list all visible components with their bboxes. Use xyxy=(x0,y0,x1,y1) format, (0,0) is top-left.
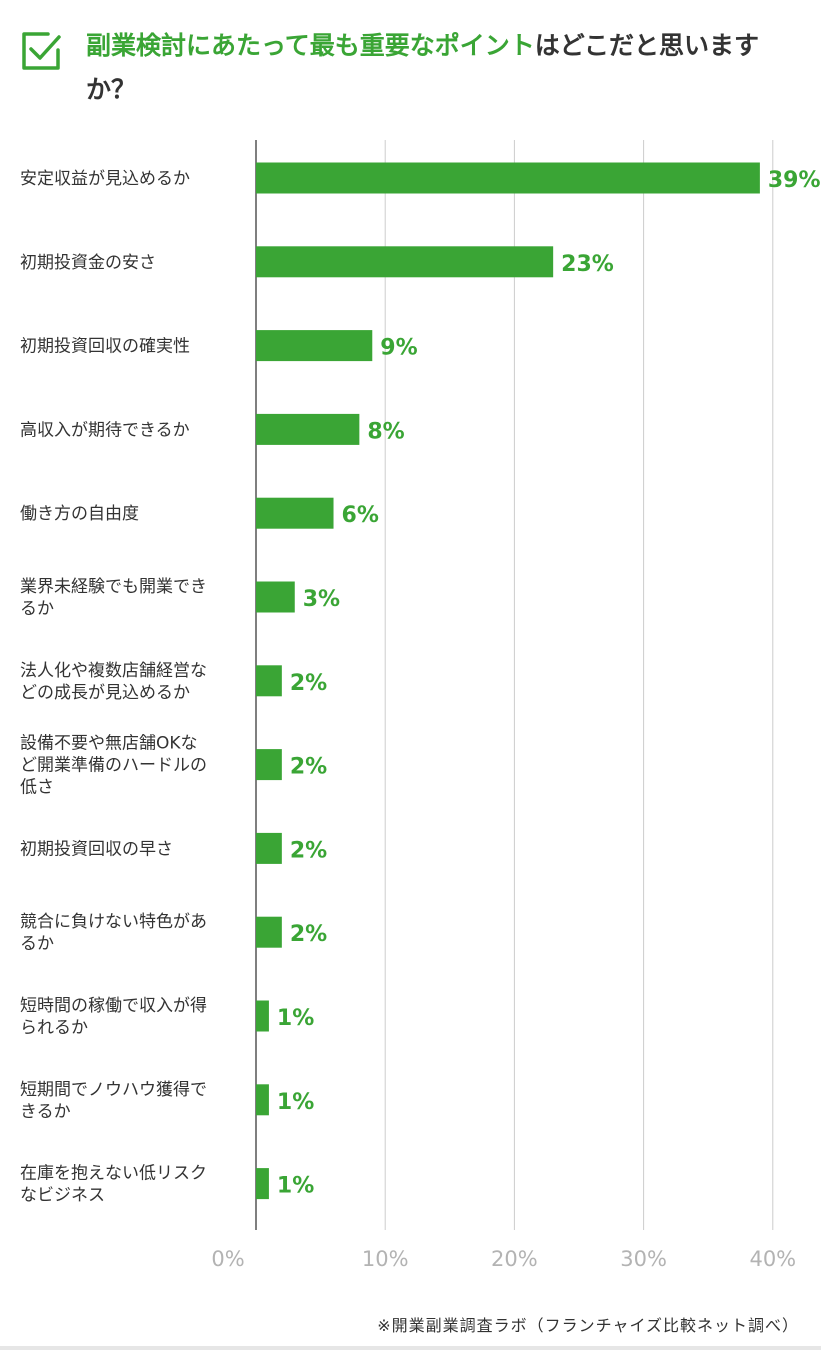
value-label: 23% xyxy=(561,252,614,277)
value-label: 1% xyxy=(277,1006,314,1031)
category-label: どの成長が見込めるか xyxy=(20,683,190,703)
bar xyxy=(256,413,360,445)
category-label: 在庫を抱えない低リスク xyxy=(20,1164,207,1184)
category-label: 短期間でノウハウ獲得で xyxy=(20,1080,207,1100)
x-tick-label: 40% xyxy=(749,1247,796,1271)
checkbox-check-icon xyxy=(22,32,61,70)
value-label: 3% xyxy=(303,587,340,612)
category-label: ど開業準備のハードルの xyxy=(20,756,207,776)
chart-title: 副業検討にあたって最も重要なポイントはどこだと思いますか？ xyxy=(86,24,801,112)
category-label: 法人化や複数店舗経営な xyxy=(20,661,207,681)
bar xyxy=(256,749,282,781)
category-label: 初期投資金の安さ xyxy=(20,253,156,273)
category-label: なビジネス xyxy=(20,1186,105,1206)
bar xyxy=(256,497,334,529)
value-label: 2% xyxy=(290,838,327,863)
bar xyxy=(256,1084,269,1116)
bar xyxy=(256,916,282,948)
category-label: るか xyxy=(20,599,54,619)
bar xyxy=(256,581,295,613)
bar xyxy=(256,1168,269,1200)
bar xyxy=(256,665,282,697)
value-label: 8% xyxy=(367,419,404,444)
category-label: きるか xyxy=(20,1102,71,1122)
value-label: 2% xyxy=(290,755,327,780)
category-label: 働き方の自由度 xyxy=(20,504,139,524)
bar xyxy=(256,162,760,194)
x-tick-label: 30% xyxy=(620,1247,667,1271)
x-tick-label: 20% xyxy=(491,1247,538,1271)
title-highlight: 副業検討にあたって最も重要なポイント xyxy=(86,31,535,60)
title-rest: はどこだと思いますか？ xyxy=(86,31,760,104)
value-label: 9% xyxy=(380,336,417,361)
x-tick-label: 0% xyxy=(211,1247,244,1271)
x-tick-label: 10% xyxy=(362,1247,409,1271)
category-label: 業界未経験でも開業でき xyxy=(20,577,207,597)
value-label: 2% xyxy=(290,922,327,947)
category-label: 初期投資回収の確実性 xyxy=(20,337,190,357)
bar xyxy=(256,1000,269,1032)
category-label: 設備不要や無店舗OKな xyxy=(20,734,198,754)
bottom-divider xyxy=(0,1346,821,1350)
category-label: 競合に負けない特色があ xyxy=(20,912,207,932)
category-label: 安定収益が見込めるか xyxy=(20,169,190,189)
category-label: 高収入が期待できるか xyxy=(20,420,190,440)
category-label: るか xyxy=(20,934,54,954)
value-label: 2% xyxy=(290,671,327,696)
bar xyxy=(256,246,554,278)
value-label: 6% xyxy=(342,503,379,528)
source-note: ※開業副業調査ラボ（フランチャイズ比較ネット調べ） xyxy=(377,1316,799,1335)
category-label: られるか xyxy=(20,1018,88,1038)
category-label: 初期投資回収の早さ xyxy=(20,839,173,859)
bar xyxy=(256,330,373,362)
bar xyxy=(256,832,282,864)
value-label: 39% xyxy=(768,168,821,193)
category-label: 低さ xyxy=(20,778,54,798)
value-label: 1% xyxy=(277,1090,314,1115)
value-label: 1% xyxy=(277,1174,314,1199)
category-label: 短時間の稼働で収入が得 xyxy=(20,996,207,1016)
